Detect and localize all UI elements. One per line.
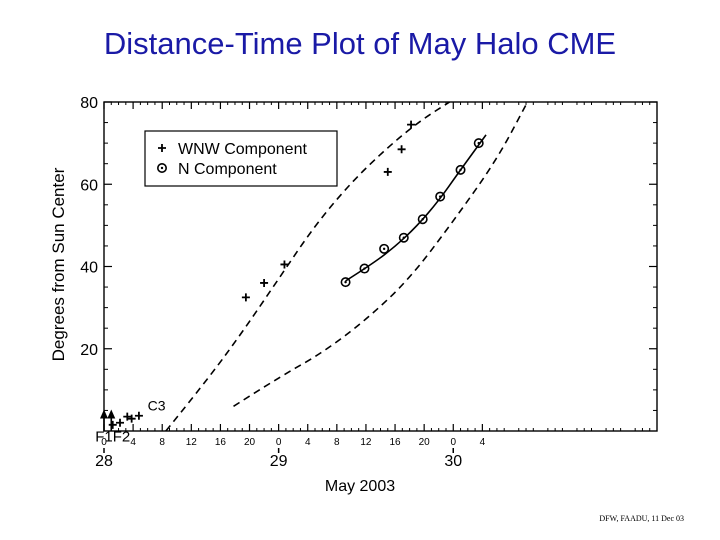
x-tick-label: 20 [244,437,256,448]
arrow-head [100,409,108,419]
legend-box [144,130,338,187]
axes [103,101,658,453]
x-tick-label: 8 [159,437,165,448]
fit-curves [165,101,529,432]
marker-ring [473,138,484,149]
fit-curve-dashed [233,101,529,407]
y-tick-label: 60 [80,177,98,194]
x-tick-label: 0 [101,437,107,448]
day-label: 29 [270,453,288,470]
y-tick-label: 40 [80,260,98,277]
n-point [473,138,484,149]
wnw-point [241,293,250,302]
marker-ring [379,243,390,254]
day-label: 30 [444,453,462,470]
marker-ring [455,164,466,175]
x-tick-label: 20 [419,437,431,448]
n-point [435,191,446,202]
annotation-f2: F2 [113,428,131,445]
marker-dot [160,166,164,170]
wnw-point [280,260,289,269]
y-tick-label: 80 [80,95,98,112]
annotation-f1: F1 [95,428,113,445]
marker-dot [477,141,480,145]
x-tick-label: 16 [215,437,227,448]
x-tick-label: 8 [334,437,340,448]
x-tick-label: 0 [276,437,282,448]
x-tick-label: 0 [450,437,456,448]
wnw-point [397,145,406,154]
marker-dot [402,236,405,239]
wnw-point [108,420,117,429]
n-point [398,232,409,243]
marker-ring [340,277,351,288]
x-tick-label: 4 [130,437,136,448]
legend: WNW Component N Component [144,130,338,187]
legend-label: N Component [178,161,277,178]
wnw-point [407,120,416,129]
marker-ring [417,214,428,225]
fit-curve-solid [345,134,487,282]
footer-note: DFW, FAADU, 11 Dec 03 [599,514,684,523]
x-tick-label: 16 [389,437,401,448]
annotation-c3: C3 [148,397,166,413]
data-points [100,120,484,431]
marker-dot [382,247,386,251]
wnw-point [383,167,392,176]
n-point [340,277,351,288]
day-label: 28 [95,453,113,470]
x-tick-label: 12 [360,437,372,448]
marker-ring [359,263,370,274]
y-tick-label: 20 [80,342,98,359]
marker-ring [157,163,168,174]
legend-label: WNW Component [178,141,307,158]
wnw-point [116,418,125,427]
x-tick-label: 4 [305,437,311,448]
marker-dot [438,195,442,198]
x-tick-label: 4 [480,437,486,448]
x-tick-label: 12 [186,437,198,448]
marker-dot [421,218,424,221]
fit-curve-dashed [165,101,451,432]
marker-dot [344,280,347,284]
marker-dot [459,168,462,172]
marker-ring [398,232,409,243]
marker-ring [435,191,446,202]
n-point [455,164,466,175]
slide-title: Distance-Time Plot of May Halo CME [103,26,617,61]
arrow-head [107,409,116,419]
marker-dot [363,267,366,270]
wnw-point [123,412,132,421]
legend-wnw-marker [158,144,166,152]
n-point [417,214,428,225]
wnw-point [134,411,143,420]
y-axis-title: Degrees from Sun Center [49,167,68,361]
x-axis-title: May 2003 [325,478,395,495]
n-point [379,243,390,254]
wnw-point [260,278,269,287]
axis-labels: 0 4 8 12 16 20 0 4 8 12 16 20 0 4 28 29 30 20 40 60 80 May 20… [49,95,486,495]
wnw-point [127,414,136,423]
n-point [359,263,370,274]
legend-n-marker [157,163,168,174]
